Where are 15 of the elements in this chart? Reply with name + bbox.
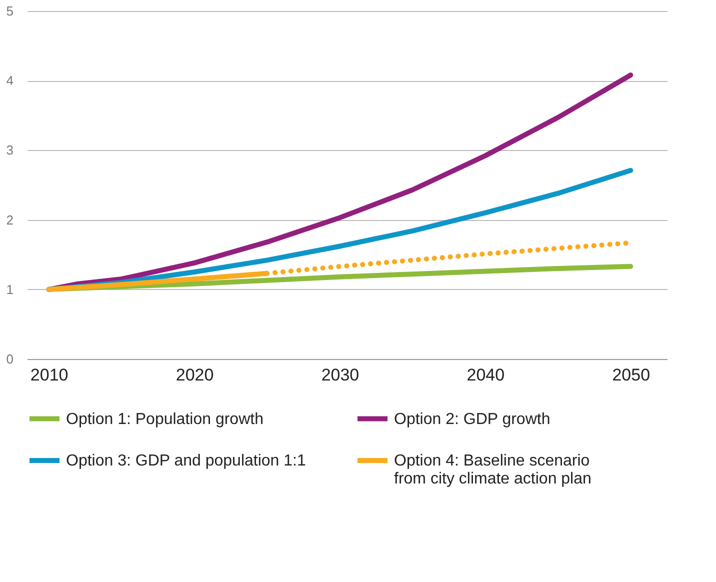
legend-label: Option 2: GDP growth (394, 410, 550, 428)
x-tick-label: 2050 (612, 366, 650, 384)
y-tick-label: 2 (6, 212, 14, 228)
x-tick-label: 2030 (321, 366, 360, 384)
y-tick-label: 5 (6, 4, 14, 18)
legend-label: Option 3: GDP and population 1:1 (66, 452, 306, 470)
y-tick-label: 4 (6, 73, 14, 88)
x-tick-label: 2020 (176, 366, 214, 384)
y-tick-label: 3 (6, 142, 14, 158)
legend-label: Option 1: Population growth (66, 410, 264, 428)
x-tick-label: 2040 (466, 366, 505, 384)
legend-label: Option 4: Baseline scenario from city climate action plan (394, 452, 592, 488)
x-tick-label: 2010 (30, 366, 68, 384)
y-tick-label: 0 (6, 352, 14, 366)
y-tick-label: 1 (6, 282, 14, 297)
